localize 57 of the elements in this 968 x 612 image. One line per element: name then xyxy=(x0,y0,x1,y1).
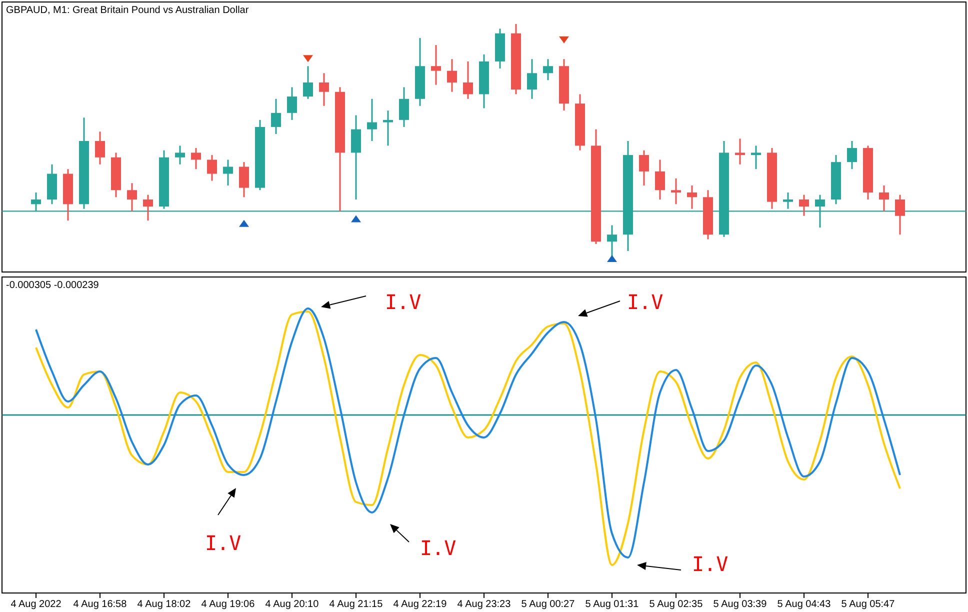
point xyxy=(351,215,361,222)
chart-title: -0.000305 -0.000239 xyxy=(6,280,100,291)
candlestick xyxy=(447,58,457,93)
candlestick xyxy=(143,194,153,222)
x-tick-label: 4 Aug 21:15 xyxy=(329,599,384,610)
candlestick xyxy=(879,184,889,212)
annotation: I.V xyxy=(692,552,728,576)
annotation: I.V xyxy=(420,536,456,560)
candlestick xyxy=(671,178,681,205)
x-tick-label: 5 Aug 00:27 xyxy=(521,599,576,610)
x-tick-label: 5 Aug 02:35 xyxy=(649,599,704,610)
candlestick xyxy=(655,158,665,200)
candlestick xyxy=(895,194,905,236)
candlestick xyxy=(191,147,201,170)
x-tick-label: 5 Aug 01:31 xyxy=(585,599,640,610)
candlestick xyxy=(319,72,329,107)
candlestick xyxy=(639,150,649,186)
x-tick-label: 4 Aug 23:23 xyxy=(457,599,512,610)
x-tick-label: 4 Aug 18:02 xyxy=(137,599,192,610)
candlestick xyxy=(367,98,377,142)
x-tick-label: 4 Aug 16:58 xyxy=(73,599,128,610)
candlestick xyxy=(239,161,249,198)
candlestick xyxy=(399,86,409,128)
point xyxy=(303,55,313,62)
candlestick xyxy=(687,184,697,210)
x-tick-label: 5 Aug 03:39 xyxy=(713,599,768,610)
chart-title: GBPAUD, M1: Great Britain Pound vs Australian Dollar xyxy=(6,5,250,16)
candlestick xyxy=(351,114,361,200)
candlestick xyxy=(175,144,185,166)
candlestick xyxy=(527,58,537,100)
x-tick-label: 4 Aug 20:10 xyxy=(265,599,320,610)
candlestick xyxy=(271,98,281,135)
candlestick xyxy=(543,58,553,81)
candlestick xyxy=(799,194,809,217)
point xyxy=(239,220,249,227)
candlestick xyxy=(207,154,217,182)
candlestick xyxy=(223,158,233,186)
candlestick xyxy=(383,110,393,146)
x-tick-label: 5 Aug 04:43 xyxy=(777,599,832,610)
point xyxy=(559,36,569,44)
candlestick xyxy=(127,182,137,212)
candlestick xyxy=(735,138,745,166)
candlestick xyxy=(463,60,473,100)
candlestick xyxy=(847,140,857,170)
x-tick-label: 4 Aug 2022 xyxy=(10,599,62,610)
x-tick-label: 5 Aug 05:47 xyxy=(841,599,896,610)
annotation: I.V xyxy=(205,531,242,555)
candlestick xyxy=(95,130,105,166)
candlestick xyxy=(287,86,297,121)
candlestick xyxy=(431,44,441,86)
candlestick xyxy=(751,144,761,170)
annotation: I.V xyxy=(385,290,422,314)
annotation: I.V xyxy=(627,290,664,314)
x-tick-label: 4 Aug 19:06 xyxy=(201,599,256,610)
candlestick xyxy=(303,65,313,100)
x-tick-label: 4 Aug 22:19 xyxy=(393,599,448,610)
point xyxy=(607,255,617,262)
